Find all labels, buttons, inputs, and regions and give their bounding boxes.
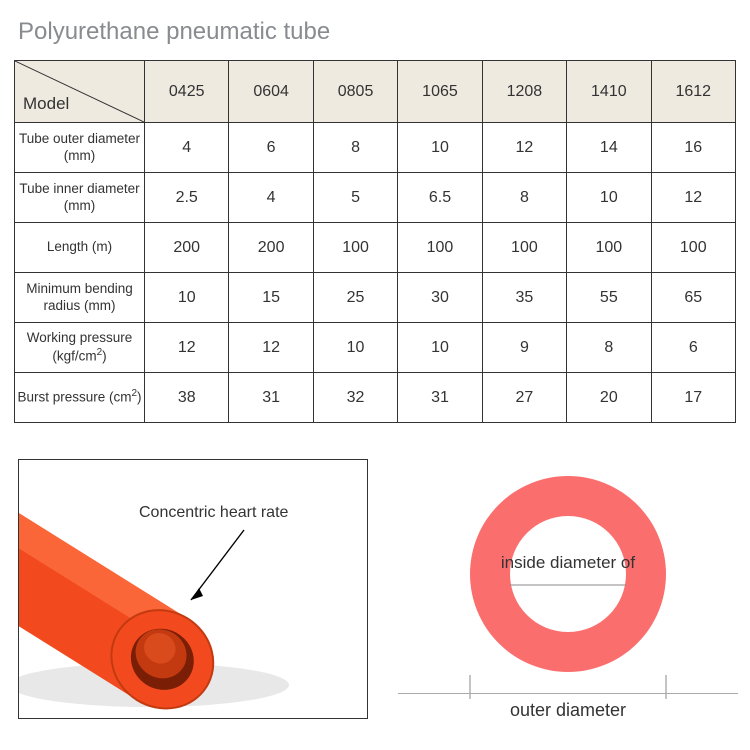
table-row: Burst pressure (cm2)38313231272017: [15, 373, 736, 423]
cell: 4: [229, 173, 313, 223]
row-label: Minimum bending radius (mm): [15, 273, 145, 323]
corner-cell: Model: [15, 61, 145, 123]
cell: 35: [482, 273, 566, 323]
cell: 100: [398, 223, 482, 273]
cell: 12: [229, 323, 313, 373]
row-label: Tube inner diameter (mm): [15, 173, 145, 223]
cell: 10: [398, 123, 482, 173]
cell: 200: [145, 223, 229, 273]
cell: 100: [482, 223, 566, 273]
table-row: Tube inner diameter (mm)2.5456.581012: [15, 173, 736, 223]
table-row: Length (m)200200100100100100100: [15, 223, 736, 273]
cell: 15: [229, 273, 313, 323]
col-header: 0425: [145, 61, 229, 123]
cell: 10: [567, 173, 651, 223]
outer-diameter-label: outer diameter: [398, 693, 738, 721]
table-row: Tube outer diameter (mm)46810121416: [15, 123, 736, 173]
cell: 27: [482, 373, 566, 423]
col-header: 0604: [229, 61, 313, 123]
table-body: Tube outer diameter (mm)46810121416Tube …: [15, 123, 736, 423]
col-header: 1065: [398, 61, 482, 123]
cell: 2.5: [145, 173, 229, 223]
cell: 8: [482, 173, 566, 223]
cell: 17: [651, 373, 735, 423]
cell: 4: [145, 123, 229, 173]
cell: 12: [482, 123, 566, 173]
cell: 12: [145, 323, 229, 373]
cell: 20: [567, 373, 651, 423]
inside-diameter-label: inside diameter of: [398, 553, 738, 573]
cell: 38: [145, 373, 229, 423]
ring-diagram: inside diameter of outer diameter: [398, 459, 738, 719]
cell: 200: [229, 223, 313, 273]
cell: 6: [229, 123, 313, 173]
diagonal-line-icon: [15, 61, 144, 122]
cell: 6.5: [398, 173, 482, 223]
cell: 6: [651, 323, 735, 373]
cell: 65: [651, 273, 735, 323]
cell: 10: [145, 273, 229, 323]
cell: 100: [313, 223, 397, 273]
tube-cross-section-icon: [19, 460, 369, 720]
cell: 5: [313, 173, 397, 223]
cell: 32: [313, 373, 397, 423]
cell: 16: [651, 123, 735, 173]
cell: 10: [313, 323, 397, 373]
col-header: 0805: [313, 61, 397, 123]
header-row: Model 0425060408051065120814101612: [15, 61, 736, 123]
col-header: 1208: [482, 61, 566, 123]
cell: 10: [398, 323, 482, 373]
spec-table: Model 0425060408051065120814101612 Tube …: [14, 60, 736, 423]
cell: 31: [398, 373, 482, 423]
cell: 25: [313, 273, 397, 323]
page-title: Polyurethane pneumatic tube: [14, 18, 736, 46]
concentric-callout: Concentric heart rate: [139, 504, 288, 522]
table-row: Minimum bending radius (mm)1015253035556…: [15, 273, 736, 323]
cell: 100: [651, 223, 735, 273]
tube-photo-panel: Concentric heart rate: [18, 459, 368, 719]
col-header: 1612: [651, 61, 735, 123]
cell: 31: [229, 373, 313, 423]
col-header: 1410: [567, 61, 651, 123]
table-row: Working pressure (kgf/cm2)12121010986: [15, 323, 736, 373]
ring-icon: [398, 459, 738, 719]
row-label: Length (m): [15, 223, 145, 273]
cell: 30: [398, 273, 482, 323]
cell: 8: [567, 323, 651, 373]
cell: 12: [651, 173, 735, 223]
diagram-row: Concentric heart rate inside diameter of…: [14, 459, 736, 719]
cell: 55: [567, 273, 651, 323]
row-label: Working pressure (kgf/cm2): [15, 323, 145, 373]
cell: 9: [482, 323, 566, 373]
cell: 100: [567, 223, 651, 273]
cell: 14: [567, 123, 651, 173]
row-label: Tube outer diameter (mm): [15, 123, 145, 173]
cell: 8: [313, 123, 397, 173]
row-label: Burst pressure (cm2): [15, 373, 145, 423]
